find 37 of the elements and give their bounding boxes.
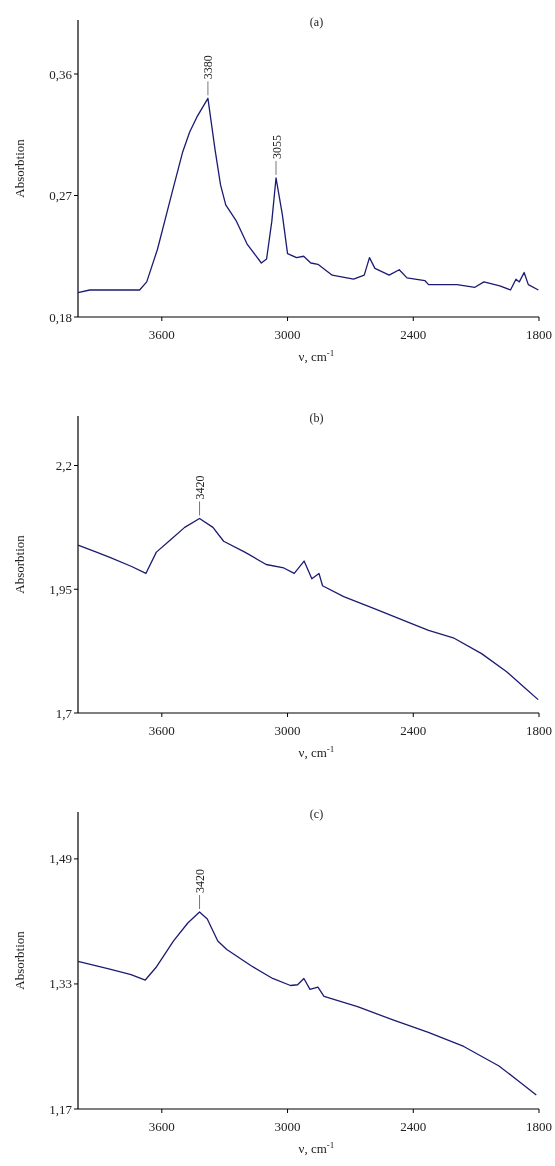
y-tick-label: 0,27: [49, 188, 73, 203]
x-tick-label: 3600: [148, 327, 175, 342]
x-axis-title: ν, cm$^{-1}$: [298, 348, 335, 364]
line-series: [77, 911, 537, 1096]
x-tick-label: 2400: [400, 1119, 427, 1134]
y-axis-title: Absorbtion: [12, 534, 27, 594]
x-axis-title: ν, cm$^{-1}$: [298, 1140, 335, 1156]
x-tick-label: 1800: [526, 327, 552, 342]
y-tick-label: 1,17: [49, 1101, 73, 1117]
x-axis-title: ν, cm$^{-1}$: [298, 744, 335, 760]
y-tick-label: 0,36: [49, 66, 73, 82]
y-tick-label: 0,18: [49, 309, 72, 325]
chart-title: (c): [309, 807, 324, 821]
annotation: 3420: [193, 475, 208, 500]
y-tick-label: 1,33: [49, 976, 72, 992]
y-tick-label: 2,2: [55, 458, 72, 473]
annotation: 3420: [193, 869, 208, 894]
y-tick-label: 1,7: [55, 705, 73, 721]
line-series: [77, 97, 540, 294]
y-tick-label: 1,49: [49, 851, 72, 867]
x-tick-label: 1800: [526, 1119, 552, 1134]
y-tick-label: 1,95: [49, 581, 72, 597]
x-tick-label: 2400: [400, 327, 427, 342]
chart-title: (a): [309, 15, 324, 29]
chart-title: (b): [309, 411, 324, 425]
y-axis-title: Absorbtion: [12, 930, 27, 990]
x-tick-label: 3600: [148, 723, 175, 738]
x-tick-label: 3000: [274, 723, 301, 738]
y-axis-title: Absorbtion: [12, 138, 27, 198]
x-tick-label: 3000: [274, 1119, 301, 1134]
x-tick-label: 2400: [400, 723, 427, 738]
annotation: 3055: [269, 134, 284, 159]
annotation: 3380: [201, 55, 216, 80]
x-tick-label: 3000: [274, 327, 301, 342]
line-series: [77, 517, 539, 701]
x-tick-label: 3600: [148, 1119, 175, 1134]
x-tick-label: 1800: [526, 723, 552, 738]
